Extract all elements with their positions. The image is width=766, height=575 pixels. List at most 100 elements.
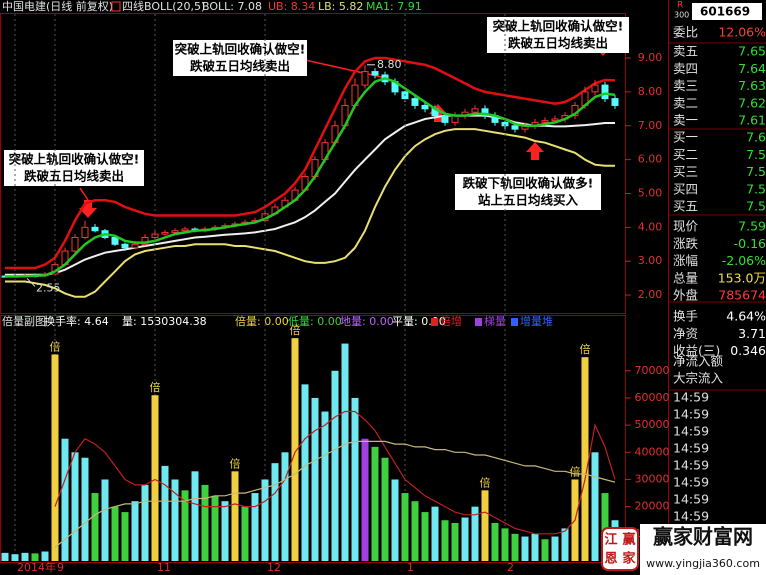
quote-value: 3.71 bbox=[738, 326, 766, 341]
quote-value: -2.06% bbox=[722, 253, 766, 268]
ub-value: UB: 8.34 bbox=[268, 0, 315, 13]
candle-body bbox=[181, 228, 189, 232]
double-marker: 倍 bbox=[290, 323, 301, 337]
annotation-text: 站上五日均线买入 bbox=[478, 193, 579, 208]
quote-value: 7.5 bbox=[746, 199, 766, 214]
volume-bar bbox=[531, 533, 539, 561]
trade-time: 14:59 bbox=[673, 407, 709, 422]
volume-bar bbox=[251, 493, 259, 561]
volume-bar bbox=[421, 512, 429, 561]
indicator: 低量: 0.00 bbox=[288, 315, 342, 328]
y-tick-label: 4.00 bbox=[638, 220, 663, 233]
quote-value: 7.63 bbox=[738, 78, 766, 93]
quote-label: 净资 bbox=[673, 326, 698, 341]
double-marker: 倍 bbox=[580, 342, 591, 356]
double-marker: 倍 bbox=[150, 380, 161, 394]
volume-bar bbox=[481, 490, 489, 561]
double-marker: 倍 bbox=[480, 475, 491, 489]
volume-bar bbox=[211, 495, 219, 561]
volume-bar bbox=[491, 522, 499, 561]
volume-bar bbox=[161, 465, 169, 561]
annotation-text: 突破上轨回收确认做空! bbox=[175, 42, 306, 57]
trade-time: 14:59 bbox=[673, 390, 709, 405]
volume-bar bbox=[361, 438, 369, 561]
volume-bar bbox=[41, 551, 49, 561]
quote-value: 7.64 bbox=[738, 61, 766, 76]
quote-label: 买五 bbox=[673, 199, 698, 214]
annotation-box bbox=[487, 17, 629, 53]
quote-value: 7.5 bbox=[746, 147, 766, 162]
annotation-box bbox=[173, 40, 307, 76]
quote-value: 7.62 bbox=[738, 95, 766, 110]
candle-body bbox=[441, 115, 449, 123]
volume-bar bbox=[311, 397, 319, 561]
candle-body bbox=[471, 108, 479, 113]
volume-bar bbox=[511, 533, 519, 561]
trade-time: 14:59 bbox=[673, 492, 709, 507]
y-tick-label: 3.00 bbox=[638, 254, 663, 267]
lb-value: LB: 5.82 bbox=[318, 0, 363, 13]
volume-bar bbox=[131, 501, 139, 561]
quote-label: 委比 bbox=[673, 25, 698, 40]
y-tick-label: 60000 bbox=[635, 391, 670, 404]
quote-label: 买四 bbox=[673, 181, 698, 196]
indicator: 增量堆 bbox=[520, 314, 553, 328]
indicator-name: 四线BOLL(20,5) bbox=[122, 0, 205, 13]
volume-bar bbox=[151, 395, 159, 561]
stock-code: 601669 bbox=[700, 5, 750, 19]
indicator: 量: 1530304.38 bbox=[122, 315, 207, 328]
x-tick-label: 12 bbox=[267, 561, 281, 574]
x-tick-label: 1 bbox=[407, 561, 414, 574]
stock-name: 中国电建(日线 前复权) bbox=[2, 0, 113, 13]
quote-value: 7.65 bbox=[738, 44, 766, 59]
indicator-swatch bbox=[511, 318, 518, 326]
volume-bar bbox=[221, 501, 229, 561]
candle-body bbox=[131, 243, 139, 249]
y-tick-label: 30000 bbox=[635, 472, 670, 485]
x-tick-label: 2 bbox=[507, 561, 514, 574]
volume-bar bbox=[331, 370, 339, 561]
volume-bar bbox=[21, 552, 29, 561]
stamp bbox=[601, 527, 639, 571]
volume-bar bbox=[371, 446, 379, 561]
volume-bar bbox=[231, 471, 239, 561]
quote-label: 买三 bbox=[673, 164, 698, 179]
quote-label: 卖一 bbox=[673, 113, 698, 128]
high-mark-label: 8.80 bbox=[377, 58, 402, 71]
volume-bar bbox=[101, 479, 109, 561]
candle-body bbox=[361, 71, 369, 86]
volume-bar bbox=[181, 490, 189, 561]
y-tick-label: 2.00 bbox=[638, 288, 663, 301]
pointer-line bbox=[79, 187, 89, 201]
stamp-char: 家 bbox=[622, 551, 636, 567]
volume-bar bbox=[381, 457, 389, 561]
volume-bar bbox=[551, 536, 559, 561]
volume-bar bbox=[341, 343, 349, 561]
x-tick-label: 2014年 bbox=[17, 560, 56, 574]
x-tick-label: 9 bbox=[57, 561, 64, 574]
volume-bar bbox=[201, 484, 209, 561]
volume-bar bbox=[391, 479, 399, 561]
watermark-url: www.yingjia360.com bbox=[646, 557, 760, 570]
candle-body bbox=[121, 243, 129, 249]
annotation-box bbox=[4, 150, 144, 186]
quote-value: 4.64% bbox=[726, 309, 766, 324]
trade-time: 14:59 bbox=[673, 475, 709, 490]
volume-bar bbox=[451, 522, 459, 561]
volume-bar bbox=[441, 520, 449, 561]
candle-body bbox=[551, 118, 559, 122]
volume-bar bbox=[591, 452, 599, 561]
indicator-swatch bbox=[475, 318, 482, 326]
quote-label: 收益(三) bbox=[673, 343, 720, 358]
quote-label: 卖五 bbox=[673, 44, 698, 59]
volume-line bbox=[54, 410, 616, 535]
volume-bar bbox=[261, 479, 269, 561]
indicator: 梯量 bbox=[484, 315, 506, 328]
quote-value: 7.5 bbox=[746, 164, 766, 179]
candle-body bbox=[541, 120, 549, 123]
band-line bbox=[5, 128, 615, 298]
badge: R bbox=[677, 1, 683, 11]
volume-bar bbox=[401, 493, 409, 561]
candle-body bbox=[81, 226, 89, 239]
